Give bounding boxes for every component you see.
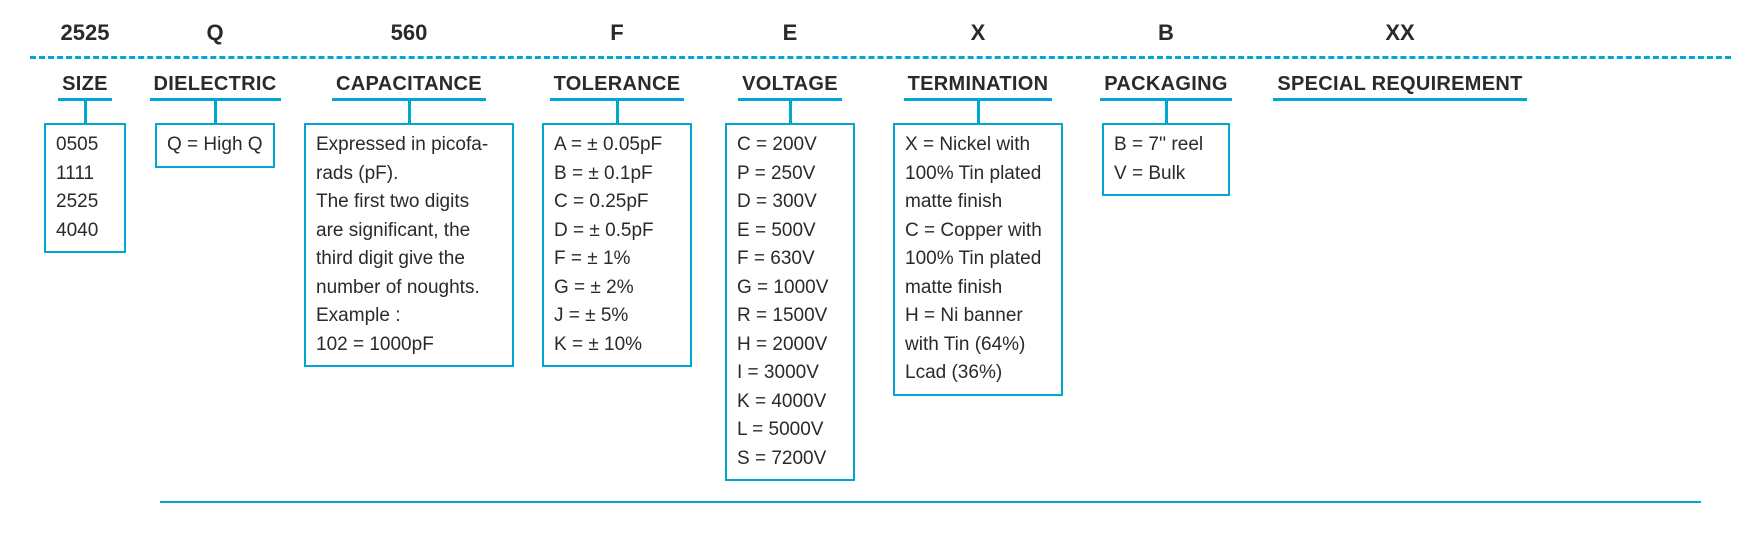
col-capacitance: CAPACITANCE Expressed in picofa- rads (p… xyxy=(290,73,528,367)
term-line: Lcad (36%) xyxy=(905,359,1051,388)
volt-item: P = 250V xyxy=(737,160,843,189)
stem xyxy=(789,101,792,123)
label-capacitance: CAPACITANCE xyxy=(332,73,486,101)
code-size: 2525 xyxy=(61,20,110,52)
code-packaging: B xyxy=(1158,20,1174,52)
label-dielectric: DIELECTRIC xyxy=(150,73,281,101)
col-special: SPECIAL REQUIREMENT xyxy=(1250,73,1550,101)
term-line: matte finish xyxy=(905,274,1051,303)
stem xyxy=(84,101,87,123)
pack-item: V = Bulk xyxy=(1114,160,1218,189)
cap-line: third digit give the xyxy=(316,245,502,274)
tol-item: F = ± 1% xyxy=(554,245,680,274)
term-line: 100% Tin plated xyxy=(905,160,1051,189)
term-line: matte finish xyxy=(905,188,1051,217)
label-tolerance: TOLERANCE xyxy=(550,73,685,101)
cap-line: 102 = 1000pF xyxy=(316,331,502,360)
col-tolerance: TOLERANCE A = ± 0.05pF B = ± 0.1pF C = 0… xyxy=(528,73,706,367)
col-voltage: VOLTAGE C = 200V P = 250V D = 300V E = 5… xyxy=(706,73,874,481)
detail-row: SIZE 0505 1111 2525 4040 DIELECTRIC Q = … xyxy=(30,73,1731,481)
term-line: 100% Tin plated xyxy=(905,245,1051,274)
code-tolerance: F xyxy=(610,20,623,52)
tol-item: B = ± 0.1pF xyxy=(554,160,680,189)
box-packaging: B = 7'' reel V = Bulk xyxy=(1102,123,1230,196)
volt-item: E = 500V xyxy=(737,217,843,246)
box-size: 0505 1111 2525 4040 xyxy=(44,123,126,253)
label-termination: TERMINATION xyxy=(904,73,1053,101)
code-special: XX xyxy=(1385,20,1414,52)
tol-item: A = ± 0.05pF xyxy=(554,131,680,160)
box-capacitance: Expressed in picofa- rads (pF). The firs… xyxy=(304,123,514,367)
tol-item: D = ± 0.5pF xyxy=(554,217,680,246)
volt-item: F = 630V xyxy=(737,245,843,274)
volt-item: R = 1500V xyxy=(737,302,843,331)
volt-item: C = 200V xyxy=(737,131,843,160)
tol-item: C = 0.25pF xyxy=(554,188,680,217)
size-item: 4040 xyxy=(56,217,114,246)
size-item: 0505 xyxy=(56,131,114,160)
label-packaging: PACKAGING xyxy=(1100,73,1231,101)
code-capacitance: 560 xyxy=(391,20,428,52)
label-size: SIZE xyxy=(58,73,112,101)
label-special: SPECIAL REQUIREMENT xyxy=(1273,73,1526,101)
code-dielectric: Q xyxy=(206,20,223,52)
code-voltage: E xyxy=(783,20,798,52)
box-dielectric: Q = High Q xyxy=(155,123,275,168)
stem xyxy=(214,101,217,123)
box-termination: X = Nickel with 100% Tin plated matte fi… xyxy=(893,123,1063,396)
col-size: SIZE 0505 1111 2525 4040 xyxy=(30,73,140,253)
volt-item: G = 1000V xyxy=(737,274,843,303)
stem xyxy=(1165,101,1168,123)
volt-item: L = 5000V xyxy=(737,416,843,445)
tol-item: J = ± 5% xyxy=(554,302,680,331)
volt-item: H = 2000V xyxy=(737,331,843,360)
cap-line: rads (pF). xyxy=(316,160,502,189)
label-voltage: VOLTAGE xyxy=(738,73,842,101)
tol-item: G = ± 2% xyxy=(554,274,680,303)
term-line: X = Nickel with xyxy=(905,131,1051,160)
dielectric-item: Q = High Q xyxy=(167,131,263,160)
cap-line: Example : xyxy=(316,302,502,331)
volt-item: K = 4000V xyxy=(737,388,843,417)
box-tolerance: A = ± 0.05pF B = ± 0.1pF C = 0.25pF D = … xyxy=(542,123,692,367)
col-termination: TERMINATION X = Nickel with 100% Tin pla… xyxy=(874,73,1082,396)
term-line: with Tin (64%) xyxy=(905,331,1051,360)
box-voltage: C = 200V P = 250V D = 300V E = 500V F = … xyxy=(725,123,855,481)
bottom-rule xyxy=(160,501,1701,503)
volt-item: I = 3000V xyxy=(737,359,843,388)
stem xyxy=(977,101,980,123)
cap-line: are significant, the xyxy=(316,217,502,246)
dashed-divider xyxy=(30,56,1731,59)
code-termination: X xyxy=(971,20,986,52)
volt-item: S = 7200V xyxy=(737,445,843,474)
stem xyxy=(616,101,619,123)
cap-line: Expressed in picofa- xyxy=(316,131,502,160)
cap-line: number of noughts. xyxy=(316,274,502,303)
term-line: C = Copper with xyxy=(905,217,1051,246)
stem xyxy=(408,101,411,123)
pack-item: B = 7'' reel xyxy=(1114,131,1218,160)
col-dielectric: DIELECTRIC Q = High Q xyxy=(140,73,290,168)
col-packaging: PACKAGING B = 7'' reel V = Bulk xyxy=(1082,73,1250,196)
tol-item: K = ± 10% xyxy=(554,331,680,360)
cap-line: The first two digits xyxy=(316,188,502,217)
volt-item: D = 300V xyxy=(737,188,843,217)
term-line: H = Ni banner xyxy=(905,302,1051,331)
size-item: 1111 xyxy=(56,160,114,189)
size-item: 2525 xyxy=(56,188,114,217)
code-row: 2525 Q 560 F E X B XX xyxy=(30,20,1731,52)
